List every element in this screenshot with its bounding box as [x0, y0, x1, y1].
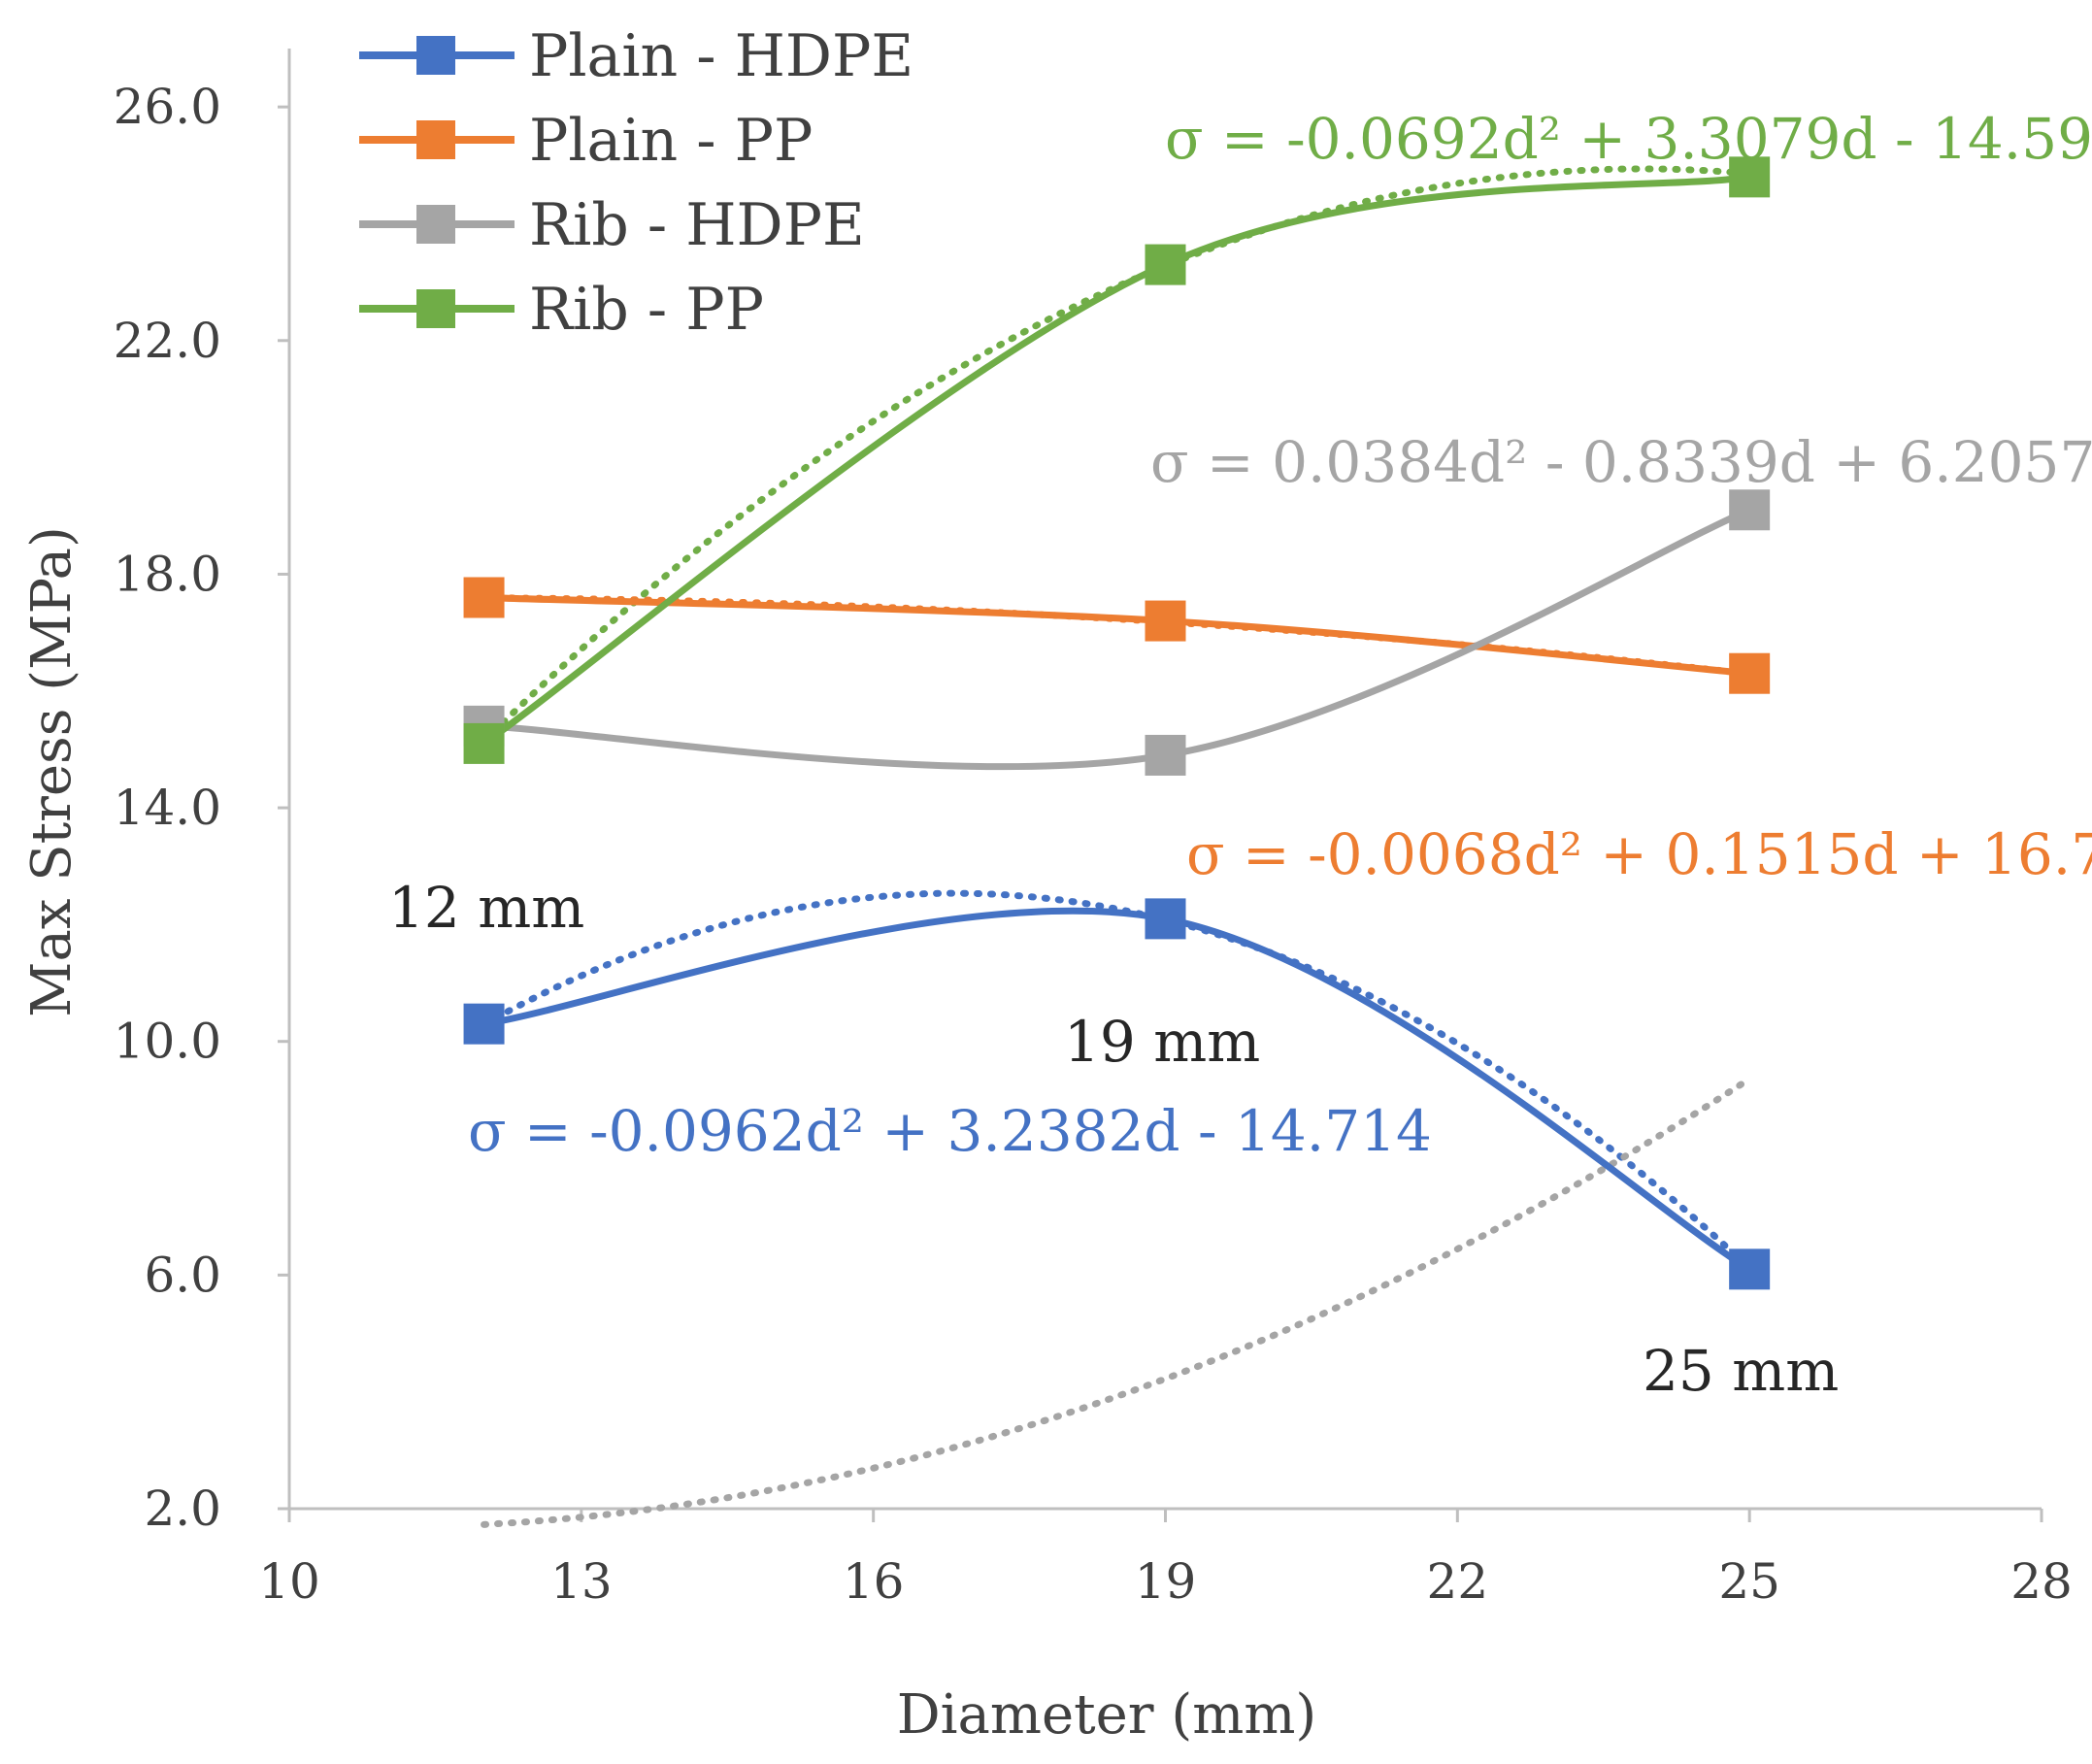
y-tick-label: 22.0	[114, 313, 221, 369]
y-tick-label: 6.0	[144, 1247, 221, 1303]
y-tick-label: 18.0	[114, 546, 221, 602]
trendline-rib-hdpe	[481, 1075, 1753, 1528]
marker-plain-pp-19	[1145, 600, 1186, 642]
marker-rib-pp-19	[1145, 244, 1186, 285]
annotation-25mm: 25 mm	[1643, 1338, 1839, 1404]
x-axis-title: Diameter (mm)	[897, 1683, 1317, 1747]
marker-rib-pp-12	[463, 722, 505, 764]
legend-label: Plain - HDPE	[529, 22, 913, 90]
series-layer	[463, 156, 1771, 1528]
x-tick-label: 10	[258, 1553, 320, 1610]
series-line-rib-hdpe	[483, 507, 1751, 771]
y-tick-label: 14.0	[114, 780, 221, 836]
x-tick-label: 19	[1135, 1553, 1197, 1610]
x-tick-label: 13	[550, 1553, 613, 1610]
equation-plain-pp: σ = -0.0068d² + 0.1515d + 16.758	[1186, 821, 2092, 887]
marker-rib-pp-25	[1729, 156, 1771, 198]
equation-rib-hdpe: σ = 0.0384d² - 0.8339d + 6.2057	[1150, 429, 2092, 495]
y-tick-label: 26.0	[114, 79, 221, 135]
series-line-plain-hdpe	[483, 907, 1751, 1273]
legend-swatch-marker	[416, 36, 455, 75]
y-tick-label: 2.0	[144, 1481, 221, 1537]
marker-rib-hdpe-25	[1729, 489, 1771, 531]
legend-label: Plain - PP	[529, 107, 813, 175]
y-tick-label: 10.0	[114, 1014, 221, 1070]
legend-swatch-marker	[416, 205, 455, 244]
trendline-plain-hdpe	[481, 889, 1753, 1272]
legend-label: Rib - HDPE	[529, 191, 865, 259]
equation-plain-hdpe: σ = -0.0962d² + 3.2382d - 14.714	[468, 1098, 1432, 1164]
series-line-plain-pp	[483, 594, 1750, 678]
legend-item-plain-pp: Plain - PP	[359, 107, 813, 175]
marker-plain-pp-25	[1729, 652, 1771, 694]
legend-swatch-marker	[416, 289, 455, 328]
marker-rib-hdpe-19	[1145, 734, 1186, 776]
series-line-rib-pp	[481, 173, 1750, 747]
marker-plain-hdpe-25	[1729, 1248, 1771, 1290]
legend-item-rib-hdpe: Rib - HDPE	[359, 191, 865, 259]
marker-plain-hdpe-19	[1145, 898, 1186, 940]
legend-swatch-marker	[416, 120, 455, 159]
legend: Plain - HDPE Plain - PP Rib - HDPE Rib - PP	[359, 22, 913, 344]
legend-label: Rib - PP	[529, 276, 764, 344]
equation-rib-pp: σ = -0.0692d² + 3.3079d - 14.591	[1165, 106, 2092, 172]
trendline-plain-pp	[481, 594, 1753, 678]
axes: 10 13 16 19 22 25 28 2.0 6.0 10.0 14.0 18.0 22.0 26.0	[114, 49, 2073, 1610]
marker-plain-pp-12	[463, 577, 505, 618]
marker-plain-hdpe-12	[463, 1003, 505, 1045]
trendline-rib-pp	[481, 165, 1753, 746]
y-axis-title: Max Stress (MPa)	[20, 526, 83, 1017]
legend-item-plain-hdpe: Plain - HDPE	[359, 22, 913, 90]
x-tick-label: 28	[2010, 1553, 2073, 1610]
legend-item-rib-pp: Rib - PP	[359, 276, 764, 344]
x-tick-label: 22	[1427, 1553, 1489, 1610]
x-tick-label: 16	[843, 1553, 905, 1610]
annotation-19mm: 19 mm	[1064, 1009, 1260, 1075]
x-tick-label: 25	[1718, 1553, 1780, 1610]
annotation-12mm: 12 mm	[388, 875, 584, 941]
